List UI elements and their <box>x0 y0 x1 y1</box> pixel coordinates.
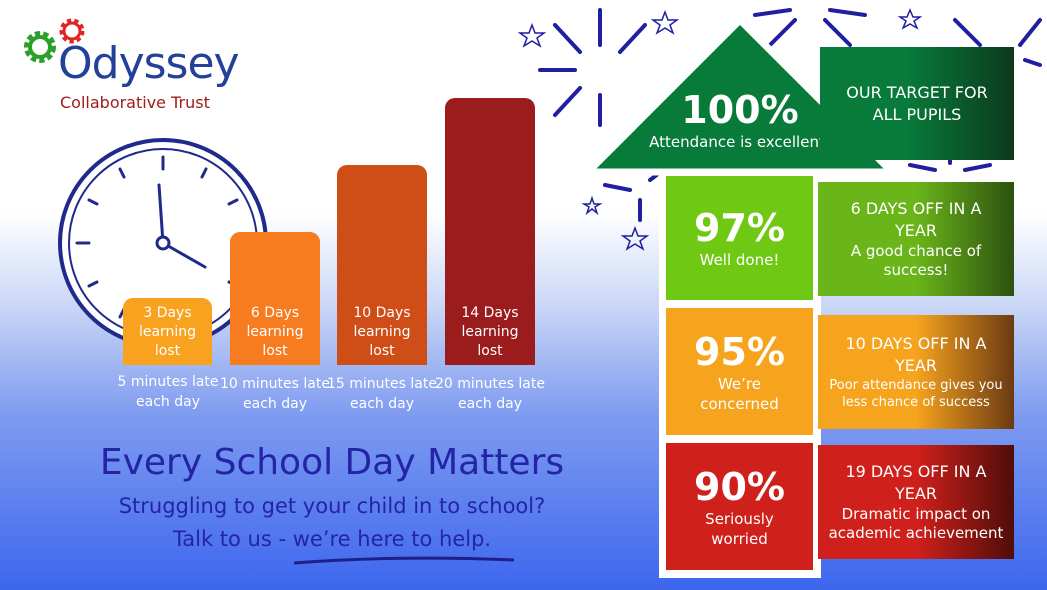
bar-label: 6 Days learning lost <box>246 305 304 359</box>
bar-caption: 15 minutes late each day <box>327 376 437 412</box>
bar-6-days: 6 Days learning lost <box>230 232 320 365</box>
detail-heading: OUR TARGET FOR ALL PUPILS <box>846 82 988 124</box>
detail-heading: 6 DAYS OFF IN A YEAR <box>850 199 982 240</box>
detail-text: A good chance of success! <box>850 242 982 279</box>
bar-label: 10 Days learning lost <box>353 305 411 359</box>
subline-help: Talk to us - we’re here to help. <box>172 527 492 551</box>
detail-target: OUR TARGET FOR ALL PUPILS <box>820 47 1014 160</box>
detail-text: Poor attendance gives you less chance of… <box>829 378 1003 410</box>
level-100: 100% Attendance is excellent! <box>620 80 860 160</box>
detail-95: 10 DAYS OFF IN A YEAR Poor attendance gi… <box>818 315 1014 429</box>
level-label: Seriously worried <box>705 509 774 548</box>
level-percent: 90% <box>694 464 785 509</box>
level-label: Attendance is excellent! <box>649 133 831 151</box>
bar-14-days: 14 Days learning lost <box>445 98 535 365</box>
logo-subtitle: Collaborative Trust <box>60 93 210 112</box>
subline-question: Struggling to get your child in to schoo… <box>118 494 546 518</box>
bar-caption: 10 minutes late each day <box>220 376 330 412</box>
detail-heading: 10 DAYS OFF IN A YEAR <box>845 334 987 375</box>
level-percent: 95% <box>694 329 785 374</box>
detail-text: Dramatic impact on academic achievement <box>828 505 1004 542</box>
level-90: 90% Seriously worried <box>666 443 813 570</box>
logo-name: Odyssey <box>58 38 240 89</box>
bar-caption: 5 minutes late each day <box>117 374 219 410</box>
bar-label: 14 Days learning lost <box>461 305 519 359</box>
bar-label: 3 Days learning lost <box>138 305 197 359</box>
level-percent: 97% <box>694 206 785 250</box>
level-label: We’re concerned <box>700 374 779 413</box>
detail-90: 19 DAYS OFF IN A YEAR Dramatic impact on… <box>818 445 1014 559</box>
detail-97: 6 DAYS OFF IN A YEAR A good chance of su… <box>818 182 1014 296</box>
level-95: 95% We’re concerned <box>666 308 813 435</box>
bar-caption: 20 minutes late each day <box>435 376 545 412</box>
headline: Every School Day Matters <box>99 442 565 483</box>
level-percent: 100% <box>681 88 799 132</box>
bar-10-days: 10 Days learning lost <box>337 165 427 365</box>
level-label: Well done! <box>699 251 780 269</box>
level-97: 97% Well done! <box>666 176 813 300</box>
detail-heading: 19 DAYS OFF IN A YEAR <box>845 462 987 503</box>
bar-3-days: 3 Days learning lost <box>123 298 212 365</box>
gears-logo-icon <box>24 18 85 63</box>
underline-swoosh <box>293 556 515 565</box>
